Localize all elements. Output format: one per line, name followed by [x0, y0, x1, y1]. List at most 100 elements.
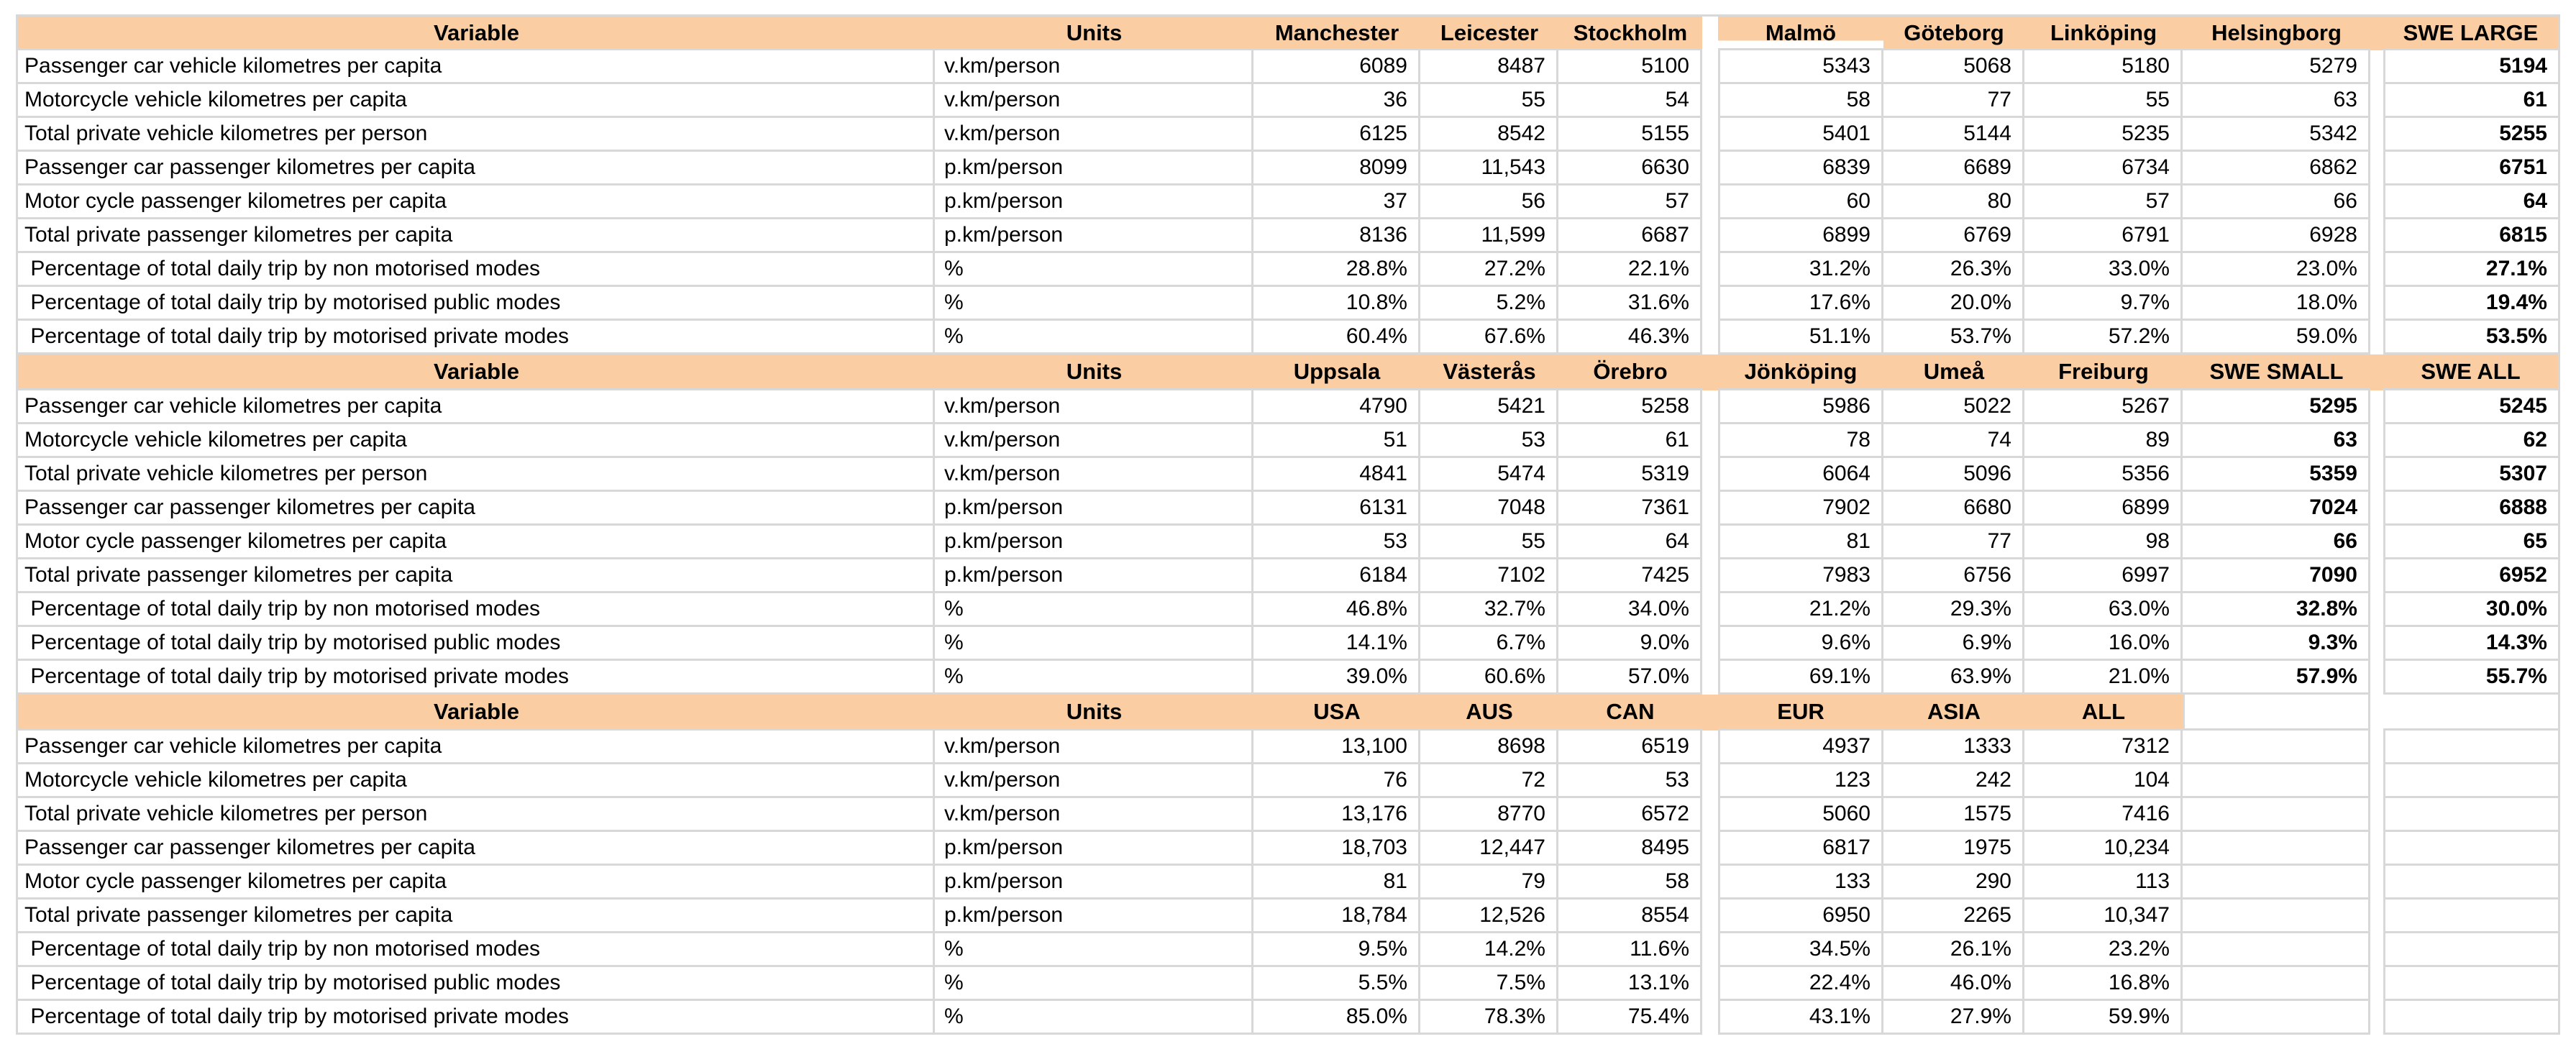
- spacer-cell: [2370, 627, 2383, 661]
- spacer-cell: [1702, 764, 1718, 798]
- spacer-cell: [1702, 967, 1718, 1001]
- data-cell: 9.7%: [2024, 287, 2183, 321]
- data-cell: 51.1%: [1718, 321, 1883, 354]
- data-cell: 7024: [2183, 492, 2370, 526]
- data-cell: 7983: [1718, 559, 1883, 593]
- data-cell: 5022: [1883, 390, 2024, 424]
- spacer-cell: [1702, 866, 1718, 900]
- data-cell: 85.0%: [1253, 1001, 1420, 1035]
- data-cell: 57.0%: [1558, 661, 1702, 695]
- data-cell: 6899: [2024, 492, 2183, 526]
- data-cell: 22.4%: [1718, 967, 1883, 1001]
- column-header: Linköping: [2024, 14, 2183, 50]
- variable-header: Variable: [16, 354, 935, 390]
- unit-cell: %: [935, 593, 1253, 627]
- data-cell: 6815: [2383, 219, 2560, 253]
- data-cell: 53: [1420, 424, 1558, 458]
- data-cell: 5144: [1883, 118, 2024, 152]
- data-cell: 5235: [2024, 118, 2183, 152]
- data-cell: 13.1%: [1558, 967, 1702, 1001]
- data-cell: 6572: [1558, 798, 1702, 832]
- data-cell: 6064: [1718, 458, 1883, 492]
- spacer-cell: [1702, 661, 1718, 695]
- spacer-cell: [1702, 424, 1718, 458]
- data-cell: 8099: [1253, 152, 1420, 186]
- data-cell: 6680: [1883, 492, 2024, 526]
- unit-cell: p.km/person: [935, 559, 1253, 593]
- row-label-cell: Motor cycle passenger kilometres per cap…: [16, 526, 935, 559]
- data-cell: 19.4%: [2383, 287, 2560, 321]
- unit-cell: v.km/person: [935, 50, 1253, 84]
- data-cell: 5343: [1718, 50, 1883, 84]
- data-cell: 6689: [1883, 152, 2024, 186]
- data-cell: 6817: [1718, 832, 1883, 866]
- data-cell: 5986: [1718, 390, 1883, 424]
- data-cell: 26.1%: [1883, 933, 2024, 967]
- data-cell: 7090: [2183, 559, 2370, 593]
- data-cell: 60: [1718, 186, 1883, 219]
- column-header: Västerås: [1420, 354, 1558, 390]
- row-label-cell: Total private vehicle kilometres per per…: [16, 118, 935, 152]
- data-cell: 5474: [1420, 458, 1558, 492]
- data-cell: [2183, 731, 2370, 764]
- unit-cell: p.km/person: [935, 152, 1253, 186]
- data-cell: [2183, 866, 2370, 900]
- data-cell: 57.9%: [2183, 661, 2370, 695]
- data-cell: 5295: [2183, 390, 2370, 424]
- column-header: Göteborg: [1883, 14, 2024, 50]
- unit-cell: %: [935, 933, 1253, 967]
- data-cell: 64: [1558, 526, 1702, 559]
- column-header: [2383, 695, 2560, 731]
- data-cell: 7312: [2024, 731, 2183, 764]
- data-cell: 20.0%: [1883, 287, 2024, 321]
- data-cell: 61: [2383, 84, 2560, 118]
- column-header: CAN: [1558, 695, 1702, 731]
- data-cell: 10.8%: [1253, 287, 1420, 321]
- unit-cell: p.km/person: [935, 186, 1253, 219]
- data-cell: [2183, 933, 2370, 967]
- spacer-cell: [2370, 390, 2383, 424]
- units-header: Units: [935, 695, 1253, 731]
- data-cell: 6089: [1253, 50, 1420, 84]
- spacer-cell: [2370, 492, 2383, 526]
- data-cell: 2265: [1883, 900, 2024, 933]
- spacer-cell: [2370, 1001, 2383, 1035]
- spacer-cell: [2370, 50, 2383, 84]
- data-cell: [2183, 1001, 2370, 1035]
- row-label-cell: Percentage of total daily trip by non mo…: [16, 933, 935, 967]
- column-header: SWE SMALL: [2183, 354, 2370, 390]
- data-cell: [2183, 798, 2370, 832]
- data-cell: 6125: [1253, 118, 1420, 152]
- data-cell: 6769: [1883, 219, 2024, 253]
- column-header: USA: [1253, 695, 1420, 731]
- data-cell: 8554: [1558, 900, 1702, 933]
- data-cell: 6.9%: [1883, 627, 2024, 661]
- spacer-cell: [2370, 695, 2383, 731]
- units-header: Units: [935, 14, 1253, 50]
- data-cell: 6928: [2183, 219, 2370, 253]
- data-cell: 89: [2024, 424, 2183, 458]
- data-cell: 74: [1883, 424, 2024, 458]
- data-cell: 290: [1883, 866, 2024, 900]
- data-cell: 10,347: [2024, 900, 2183, 933]
- unit-cell: v.km/person: [935, 731, 1253, 764]
- spacer-cell: [2370, 526, 2383, 559]
- data-cell: 12,447: [1420, 832, 1558, 866]
- data-cell: 5421: [1420, 390, 1558, 424]
- data-cell: 65: [2383, 526, 2560, 559]
- data-cell: 26.3%: [1883, 253, 2024, 287]
- data-cell: 27.2%: [1420, 253, 1558, 287]
- data-cell: 5180: [2024, 50, 2183, 84]
- data-cell: 58: [1718, 84, 1883, 118]
- data-cell: 11.6%: [1558, 933, 1702, 967]
- data-cell: 75.4%: [1558, 1001, 1702, 1035]
- spacer-cell: [1702, 287, 1718, 321]
- data-cell: 4937: [1718, 731, 1883, 764]
- data-cell: 5401: [1718, 118, 1883, 152]
- data-cell: 7425: [1558, 559, 1702, 593]
- data-cell: [2383, 900, 2560, 933]
- column-header: EUR: [1718, 695, 1883, 731]
- data-cell: 66: [2183, 186, 2370, 219]
- data-cell: 6751: [2383, 152, 2560, 186]
- data-cell: 81: [1718, 526, 1883, 559]
